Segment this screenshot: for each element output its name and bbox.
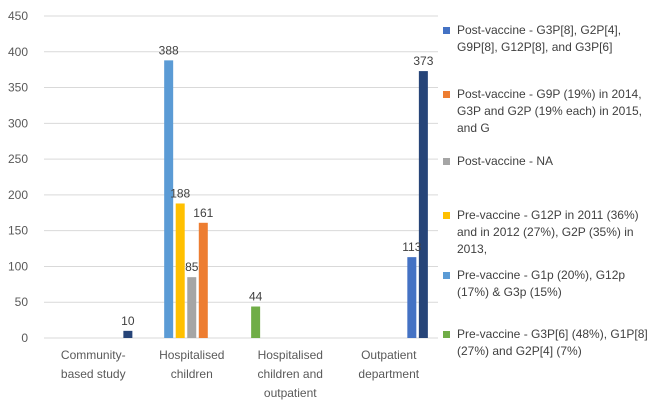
- legend-item: Post-vaccine - G3P[8], G2P[4], G9P[8], G1…: [443, 22, 667, 56]
- legend-swatch: [443, 27, 450, 34]
- legend-label: Pre-vaccine - G3P[6] (48%), G1P[8] (27%) …: [457, 327, 648, 358]
- data-label: 10: [121, 314, 135, 328]
- x-axis: Community-based study Hospitalised childre…: [61, 348, 420, 400]
- data-label: 388: [159, 43, 179, 57]
- data-labels: 44 388 188 85 161 113 10 373: [121, 43, 434, 327]
- data-label: 161: [193, 206, 213, 220]
- y-tick-label: 400: [8, 45, 28, 59]
- bar: [175, 203, 185, 338]
- x-tick-label: outpatient: [264, 386, 317, 400]
- y-axis: 0 50 100 150 200 250 300 350 400 450: [8, 9, 28, 345]
- legend-label: Post-vaccine - G9P (19%) in 2014, G3P and…: [457, 87, 643, 135]
- legend-label: Post-vaccine - NA: [457, 154, 554, 168]
- legend-item: Post-vaccine - NA: [443, 153, 667, 170]
- y-tick-label: 250: [8, 152, 28, 166]
- x-tick-label: Outpatient: [361, 348, 417, 362]
- data-label: 44: [249, 290, 263, 304]
- legend-item: Pre-vaccine - G12P in 2011 (36%) and in 2…: [443, 207, 667, 258]
- y-tick-label: 150: [8, 224, 28, 238]
- data-label: 373: [413, 54, 433, 68]
- gridlines: [44, 15, 438, 303]
- bar: [198, 222, 208, 338]
- legend-item: Post-vaccine - G9P (19%) in 2014, G3P and…: [443, 86, 667, 137]
- legend-swatch: [443, 158, 450, 165]
- bar: [164, 60, 174, 339]
- y-tick-label: 200: [8, 188, 28, 202]
- legend-item: Pre-vaccine - G1p (20%), G12p (17%) & G3p…: [443, 267, 667, 301]
- data-label: 113: [402, 240, 421, 254]
- x-tick-label: department: [358, 367, 419, 381]
- data-label: 85: [185, 260, 199, 274]
- y-tick-label: 0: [21, 331, 28, 345]
- x-tick-label: Hospitalised: [159, 348, 224, 362]
- bar: [251, 306, 261, 338]
- bar: [123, 330, 133, 338]
- bar-chart: 0 50 100 150 200 250 300 350 400 450 44 388 188 85 16…: [8, 9, 438, 400]
- x-tick-label: based study: [61, 367, 126, 381]
- legend-label: Post-vaccine - G3P[8], G2P[4], G9P[8], G1…: [457, 23, 622, 54]
- x-tick-label: Hospitalised: [258, 348, 323, 362]
- y-tick-label: 50: [15, 295, 29, 309]
- legend-swatch: [443, 212, 450, 219]
- bars: [123, 60, 428, 339]
- legend-label: Pre-vaccine - G12P in 2011 (36%) and in 2…: [457, 208, 639, 256]
- x-tick-label: Community-: [61, 348, 126, 362]
- x-tick-label: children and: [258, 367, 323, 381]
- bar: [418, 71, 428, 338]
- legend-label: Pre-vaccine - G1p (20%), G12p (17%) & G3p…: [457, 268, 626, 299]
- y-tick-label: 350: [8, 81, 28, 95]
- bar: [187, 277, 197, 338]
- legend-swatch: [443, 91, 450, 98]
- x-tick-label: children: [171, 367, 213, 381]
- bar: [407, 257, 417, 338]
- y-tick-label: 300: [8, 116, 28, 130]
- legend-swatch: [443, 272, 450, 279]
- y-tick-label: 100: [8, 259, 28, 273]
- y-tick-label: 450: [8, 9, 28, 23]
- legend-swatch: [443, 331, 450, 338]
- data-label: 188: [170, 186, 190, 200]
- legend-item: Pre-vaccine - G3P[6] (48%), G1P[8] (27%) …: [443, 326, 667, 360]
